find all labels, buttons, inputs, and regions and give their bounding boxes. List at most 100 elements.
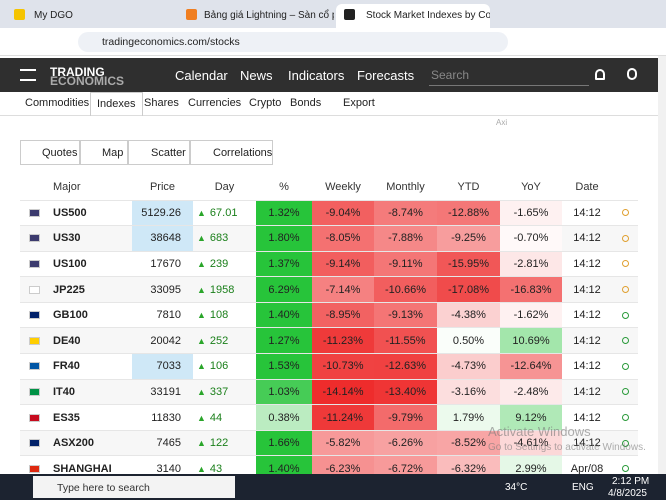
bell-icon[interactable] bbox=[595, 69, 605, 80]
cell-text: -11.24% bbox=[322, 411, 364, 424]
flag bbox=[29, 439, 40, 448]
cell-text[interactable]: US30 bbox=[53, 232, 81, 245]
nav-link[interactable]: Forecasts bbox=[357, 68, 415, 83]
table-row: FR40 7033 ▲ 106 1.53% -10.73% -12.63% -4.73% -12… bbox=[20, 353, 638, 380]
up-arrow: ▲ bbox=[197, 438, 206, 449]
column-header: Weekly bbox=[312, 175, 374, 201]
language[interactable]: ENG bbox=[572, 482, 594, 493]
sub-link[interactable]: Export bbox=[343, 97, 375, 109]
cell bbox=[612, 353, 638, 380]
cell-text: -12.63% bbox=[385, 360, 426, 373]
cell bbox=[20, 251, 49, 278]
sub-link[interactable]: Shares bbox=[144, 97, 179, 109]
cell-text: 33191 bbox=[150, 385, 181, 398]
cell-text[interactable]: ASX200 bbox=[53, 437, 94, 450]
cell: -8.52% bbox=[437, 430, 500, 457]
status-icon bbox=[622, 311, 629, 319]
cell: -7.88% bbox=[374, 225, 437, 252]
up-arrow: ▲ bbox=[197, 284, 206, 295]
sub-link[interactable]: Currencies bbox=[188, 97, 242, 109]
cell-text: -0.70% bbox=[513, 232, 549, 245]
cell: 20042 bbox=[132, 327, 193, 355]
cell-text: -5.82% bbox=[325, 437, 361, 450]
cell: -8.05% bbox=[312, 225, 374, 252]
cell: 14:12 bbox=[562, 404, 612, 431]
cell bbox=[20, 430, 49, 457]
cell: 0.38% bbox=[256, 404, 312, 431]
cell-text[interactable]: JP225 bbox=[53, 283, 85, 296]
sub-link[interactable]: Indexes bbox=[90, 92, 143, 116]
cell: -9.13% bbox=[374, 302, 437, 329]
column-header: Date bbox=[562, 175, 612, 201]
cell: -9.25% bbox=[437, 225, 500, 252]
cell-text[interactable]: GB100 bbox=[53, 309, 88, 322]
cell: -1.62% bbox=[500, 302, 562, 329]
clock-time[interactable]: 2:12 PM bbox=[612, 476, 650, 487]
cell-text[interactable]: ES35 bbox=[53, 411, 80, 424]
weather[interactable]: 34°C bbox=[505, 482, 528, 493]
cell-text: 14:12 bbox=[573, 411, 601, 424]
cell-text[interactable]: US100 bbox=[53, 257, 87, 270]
table-row: IT40 33191 ▲ 337 1.03% -14.14% -13.40% -3.16% -2… bbox=[20, 379, 638, 406]
sub-link[interactable]: Bonds bbox=[290, 97, 322, 109]
flag bbox=[29, 336, 40, 345]
cell-text[interactable]: SHANGHAI bbox=[53, 462, 112, 475]
symbol: JP225 bbox=[49, 276, 132, 303]
cell-text[interactable]: US500 bbox=[53, 206, 87, 219]
cell-text: 14:12 bbox=[573, 232, 601, 245]
cell-text: -6.26% bbox=[388, 437, 423, 450]
cell: -9.04% bbox=[312, 200, 374, 227]
cell-text: 1.53% bbox=[268, 360, 300, 373]
cell-text: 106 bbox=[209, 360, 229, 373]
cell: -11.55% bbox=[374, 327, 437, 355]
logo[interactable]: TRADING bbox=[50, 65, 105, 79]
tab[interactable]: My DGO bbox=[34, 10, 73, 21]
toolbar-button[interactable]: Quotes bbox=[20, 140, 80, 165]
url[interactable]: tradingeconomics.com/stocks bbox=[78, 32, 508, 52]
cell: -12.63% bbox=[374, 353, 437, 380]
nav-link[interactable]: Indicators bbox=[288, 68, 345, 83]
nav-link[interactable]: Calendar bbox=[175, 68, 228, 83]
cell: 14:12 bbox=[562, 225, 612, 252]
cell-text: -8.05% bbox=[325, 232, 361, 245]
cell: ▲ 122 bbox=[193, 430, 256, 457]
logo[interactable]: ECONOMICS bbox=[50, 74, 125, 88]
cell-text: -16.83% bbox=[510, 283, 552, 296]
ad-label[interactable]: Axi bbox=[496, 118, 508, 127]
cell: 17670 bbox=[132, 251, 193, 278]
table-row: GB100 7810 ▲ 108 1.40% -8.95% -9.13% -4.38% -1.6… bbox=[20, 302, 638, 329]
status-icon bbox=[622, 286, 629, 294]
cell-text[interactable]: DE40 bbox=[53, 334, 81, 347]
tab[interactable]: Bảng giá Lightning – Sàn cổ phi bbox=[204, 10, 334, 21]
cell-text: -7.14% bbox=[325, 283, 361, 296]
toolbar-button[interactable]: Map bbox=[80, 140, 128, 165]
sub-link[interactable]: Commodities bbox=[25, 97, 90, 109]
taskbar-search[interactable]: Type here to search bbox=[33, 476, 235, 498]
column-header: Price bbox=[132, 175, 193, 201]
cell: -14.14% bbox=[312, 379, 374, 406]
cell: -1.65% bbox=[500, 200, 562, 227]
cell-text[interactable]: FR40 bbox=[53, 360, 80, 373]
cell-text[interactable]: IT40 bbox=[53, 385, 76, 398]
cell: -9.79% bbox=[374, 404, 437, 431]
cell: -7.14% bbox=[312, 276, 374, 303]
search[interactable]: Search bbox=[429, 64, 589, 86]
sub-link[interactable]: Crypto bbox=[249, 97, 282, 109]
menu-icon[interactable] bbox=[20, 69, 36, 81]
toolbar-button[interactable]: Scatter bbox=[128, 140, 190, 165]
cell-text: 9.12% bbox=[515, 411, 547, 424]
status-icon bbox=[622, 388, 629, 396]
cell: 33095 bbox=[132, 276, 193, 303]
cell: 1.80% bbox=[256, 225, 312, 252]
user-icon[interactable] bbox=[627, 68, 637, 80]
cell: -12.88% bbox=[437, 200, 500, 227]
clock-date[interactable]: 4/8/2025 bbox=[608, 488, 647, 499]
toolbar-button[interactable]: Correlations bbox=[190, 140, 273, 165]
tab[interactable]: Stock Market Indexes by Count bbox=[336, 4, 490, 28]
status-icon bbox=[622, 260, 629, 268]
scrollbar[interactable] bbox=[658, 56, 666, 474]
cell-text: -4.61% bbox=[513, 437, 549, 450]
cell: 14:12 bbox=[562, 327, 612, 355]
nav-link[interactable]: News bbox=[240, 68, 273, 83]
cell: 7465 bbox=[132, 430, 193, 457]
